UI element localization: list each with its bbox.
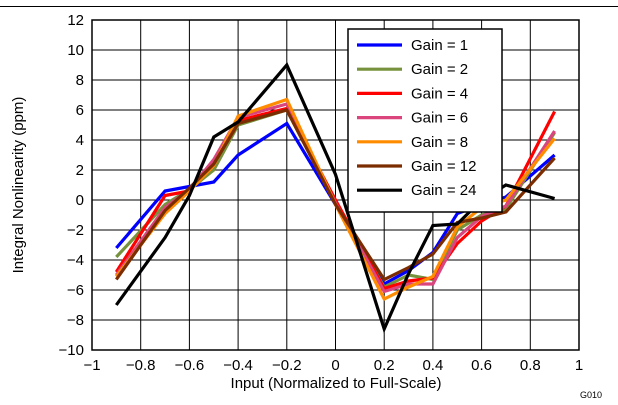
x-tick-label: −1 bbox=[83, 357, 100, 374]
x-tick-label: 0.6 bbox=[471, 357, 492, 374]
x-tick-label: 0.8 bbox=[520, 357, 541, 374]
y-tick-label: −4 bbox=[67, 252, 84, 269]
x-tick-label: 0.4 bbox=[422, 357, 443, 374]
figure-id: G010 bbox=[580, 390, 602, 400]
legend-label-6: Gain = 24 bbox=[411, 182, 476, 199]
x-tick-label: −0.2 bbox=[272, 357, 302, 374]
y-tick-label: 0 bbox=[76, 192, 84, 209]
x-tick-labels: −1 −0.8 −0.6 −0.4 −0.2 0 0.2 0.4 0.6 0.8 1 bbox=[83, 357, 583, 374]
top-rule bbox=[0, 6, 618, 7]
y-tick-label: 4 bbox=[76, 132, 84, 149]
x-tick-label: 1 bbox=[575, 357, 583, 374]
x-tick-label: −0.8 bbox=[126, 357, 156, 374]
y-tick-label: −10 bbox=[59, 342, 84, 359]
x-tick-label: 0 bbox=[331, 357, 339, 374]
y-tick-label: 8 bbox=[76, 72, 84, 89]
y-tick-label: −6 bbox=[67, 282, 84, 299]
x-tick-label: −0.6 bbox=[175, 357, 205, 374]
legend-box bbox=[347, 28, 503, 213]
legend: Gain = 1 Gain = 2 Gain = 4 Gain = 6 Gain = 8… bbox=[347, 28, 503, 213]
legend-label-4: Gain = 8 bbox=[411, 134, 468, 151]
legend-label-1: Gain = 2 bbox=[411, 61, 468, 78]
y-tick-label: 2 bbox=[76, 162, 84, 179]
y-tick-label: 12 bbox=[67, 12, 84, 29]
legend-label-3: Gain = 6 bbox=[411, 110, 468, 127]
y-tick-label: −8 bbox=[67, 312, 84, 329]
x-tick-label: −0.4 bbox=[223, 357, 253, 374]
legend-label-5: Gain = 12 bbox=[411, 158, 476, 175]
x-tick-label: 0.2 bbox=[374, 357, 395, 374]
y-tick-labels: −10 −8 −6 −4 −2 0 2 4 6 8 10 12 bbox=[59, 12, 84, 359]
legend-label-2: Gain = 4 bbox=[411, 85, 468, 102]
plot-area-frame bbox=[91, 19, 580, 351]
y-tick-label: 6 bbox=[76, 102, 84, 119]
y-tick-label: 10 bbox=[67, 42, 84, 59]
y-axis-label: Integral Nonlinearity (ppm) bbox=[10, 97, 27, 274]
legend-label-0: Gain = 1 bbox=[411, 37, 468, 54]
x-axis-label: Input (Normalized to Full-Scale) bbox=[231, 375, 442, 392]
y-tick-label: −2 bbox=[67, 222, 84, 239]
